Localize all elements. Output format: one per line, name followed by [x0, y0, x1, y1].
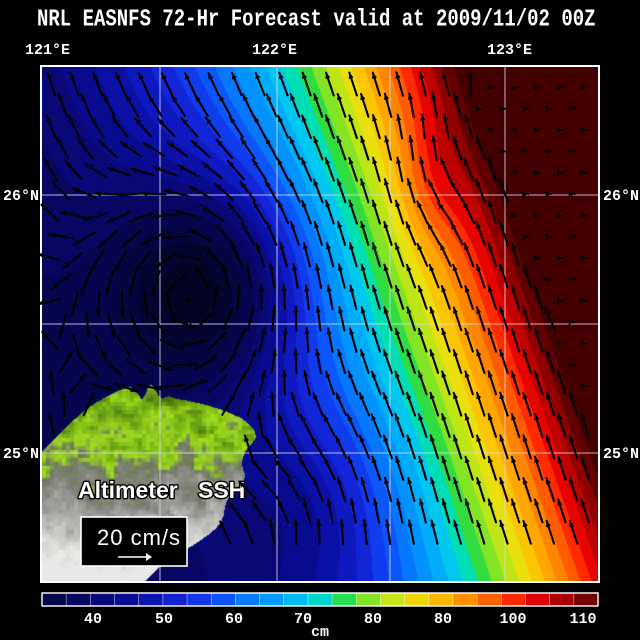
- svg-text:121°E: 121°E: [25, 42, 70, 59]
- svg-text:60: 60: [225, 611, 243, 628]
- svg-text:123°E: 123°E: [487, 42, 532, 59]
- svg-text:80: 80: [434, 611, 452, 628]
- svg-text:26°N: 26°N: [3, 188, 39, 205]
- svg-text:NRL EASNFS 72-Hr Forecast val: NRL EASNFS 72-Hr Forecast valid at 2009/…: [37, 7, 596, 34]
- svg-text:26°N: 26°N: [603, 188, 639, 205]
- svg-text:110: 110: [569, 611, 596, 628]
- svg-text:70: 70: [294, 611, 312, 628]
- svg-text:122°E: 122°E: [252, 42, 297, 59]
- svg-text:100: 100: [499, 611, 526, 628]
- svg-text:Altimeter: Altimeter: [78, 477, 178, 503]
- svg-text:25°N: 25°N: [3, 446, 39, 463]
- svg-text:80: 80: [364, 611, 382, 628]
- svg-text:SSH: SSH: [198, 477, 245, 503]
- svg-text:cm: cm: [311, 624, 329, 640]
- svg-text:40: 40: [84, 611, 102, 628]
- svg-text:25°N: 25°N: [603, 446, 639, 463]
- svg-text:50: 50: [155, 611, 173, 628]
- svg-text:20 cm/s: 20 cm/s: [97, 525, 181, 550]
